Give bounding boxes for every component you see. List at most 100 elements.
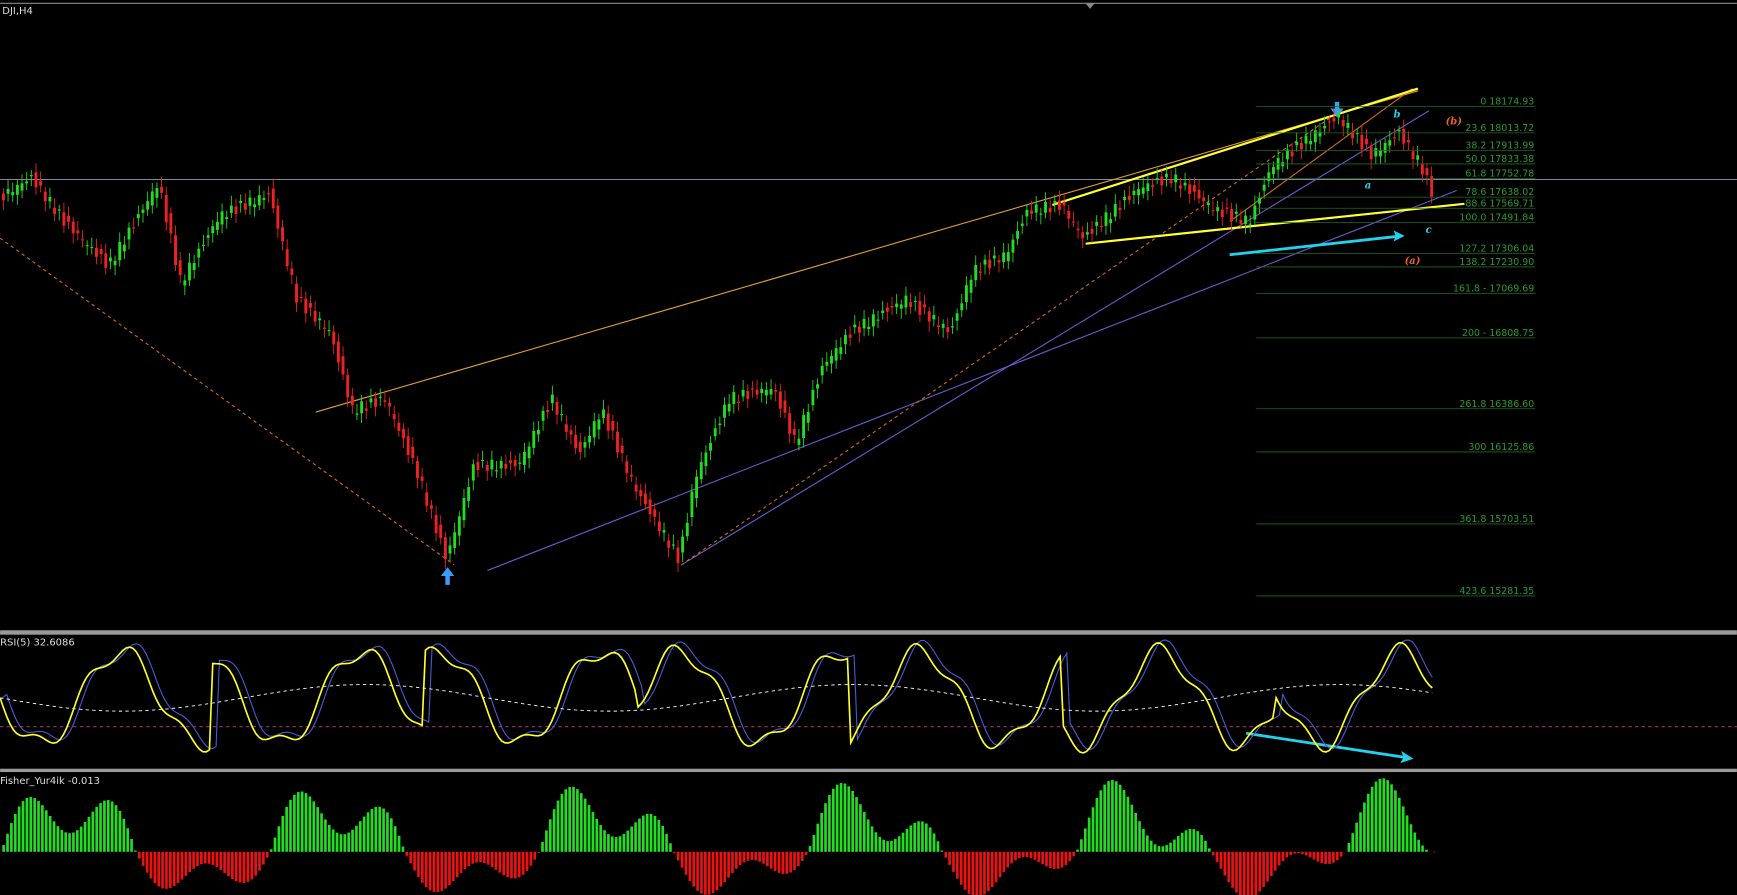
fisher-bar xyxy=(1068,851,1072,862)
candle-body xyxy=(1430,176,1434,197)
fisher-bar xyxy=(21,801,25,852)
fisher-bar xyxy=(1378,778,1382,852)
candle-body xyxy=(509,460,512,463)
candle-body xyxy=(1206,202,1210,206)
fisher-bar xyxy=(289,799,292,852)
fisher-bar xyxy=(153,851,157,884)
candle-body xyxy=(127,227,131,240)
fisher-bar xyxy=(1405,815,1409,852)
fisher-bar xyxy=(607,834,610,852)
fisher-bar xyxy=(1219,851,1223,869)
fisher-bar xyxy=(878,836,882,852)
rsi-line xyxy=(0,641,1433,754)
fisher-bar xyxy=(145,851,149,873)
rsi-average xyxy=(0,684,1433,712)
fisher-histogram xyxy=(2,778,1436,895)
candle-body xyxy=(1337,113,1341,118)
candle-body xyxy=(20,183,24,191)
fisher-bar xyxy=(738,851,742,866)
fisher-bar xyxy=(428,851,432,891)
fisher-bar xyxy=(1239,851,1242,895)
fisher-bar xyxy=(537,851,540,853)
candle-body xyxy=(867,326,871,330)
candle-body xyxy=(388,402,391,407)
fisher-bar xyxy=(905,828,909,852)
fisher-bar xyxy=(490,851,494,868)
fisher-bar xyxy=(510,851,513,879)
candle-body xyxy=(76,230,80,234)
candle-body xyxy=(527,446,531,459)
candle-body xyxy=(690,491,694,518)
fisher-bar xyxy=(548,819,552,852)
fisher-bar xyxy=(1289,851,1293,855)
fisher-bar xyxy=(269,849,273,852)
fisher-bar xyxy=(1056,851,1060,869)
fisher-bar xyxy=(1161,846,1165,852)
candle-body xyxy=(402,428,405,439)
fisher-bar xyxy=(874,832,878,852)
candle-body xyxy=(816,384,819,389)
fisher-bar xyxy=(83,822,87,852)
fisher-bar xyxy=(6,833,9,852)
fisher-bar xyxy=(200,851,203,865)
candle-body xyxy=(1169,180,1173,184)
fisher-bar xyxy=(382,808,385,852)
candle-body xyxy=(6,188,10,194)
fib-label: 261.8 16386.60 xyxy=(1459,399,1534,410)
candle-body xyxy=(1369,146,1373,160)
fisher-bar xyxy=(362,816,366,852)
fisher-bar xyxy=(940,850,944,852)
candle-body xyxy=(760,388,764,394)
trend-line xyxy=(0,237,455,566)
fisher-bar xyxy=(68,833,71,852)
candle-body xyxy=(899,304,903,309)
fisher-bar xyxy=(816,823,820,852)
fib-label: 88.6 17569.71 xyxy=(1465,198,1534,209)
fisher-bar xyxy=(1339,851,1343,857)
fisher-bar xyxy=(351,829,354,852)
candle-body xyxy=(1165,173,1168,178)
fisher-bar xyxy=(1401,806,1405,852)
fisher-bar xyxy=(1370,786,1374,852)
candle-body xyxy=(960,303,964,311)
candle-body xyxy=(737,401,740,403)
fisher-bar xyxy=(358,821,362,852)
fisher-bar xyxy=(897,836,901,852)
fisher-bar xyxy=(1114,781,1118,852)
fisher-bar xyxy=(1211,851,1215,856)
fisher-bar xyxy=(308,796,312,852)
candle-body xyxy=(1053,200,1057,203)
candle-body xyxy=(1132,190,1136,195)
fisher-bar xyxy=(106,800,110,852)
candle-body xyxy=(397,422,401,431)
fisher-bar xyxy=(525,851,529,871)
fisher-bar xyxy=(893,839,897,852)
fisher-bar xyxy=(215,851,219,868)
fisher-bar xyxy=(1196,831,1200,852)
candle-body xyxy=(825,361,829,366)
fib-label: 200 - 16808.75 xyxy=(1462,328,1534,339)
fisher-bar xyxy=(1246,851,1250,895)
fib-label: 300 16125.86 xyxy=(1468,442,1534,453)
fisher-bar xyxy=(316,807,319,852)
fisher-bar xyxy=(1421,845,1424,852)
candle-body xyxy=(1420,164,1424,175)
fisher-bar xyxy=(1049,851,1052,869)
fisher-bar xyxy=(56,826,60,852)
candle-body xyxy=(643,493,647,505)
fisher-bar xyxy=(847,786,851,852)
candle-body xyxy=(1071,221,1075,223)
wedge-line xyxy=(1052,87,1419,206)
fisher-bar xyxy=(180,851,184,880)
candle-body xyxy=(532,430,536,448)
fisher-bar xyxy=(1029,851,1033,859)
candle-body xyxy=(104,253,108,268)
candle-body xyxy=(276,205,280,229)
candle-body xyxy=(1188,184,1192,194)
fisher-bar xyxy=(1312,851,1316,860)
fisher-bar xyxy=(110,801,114,852)
fib-label: 61.8 17752.78 xyxy=(1465,168,1534,179)
fisher-bar xyxy=(1227,851,1231,883)
wave-label: (a) xyxy=(1405,256,1421,267)
